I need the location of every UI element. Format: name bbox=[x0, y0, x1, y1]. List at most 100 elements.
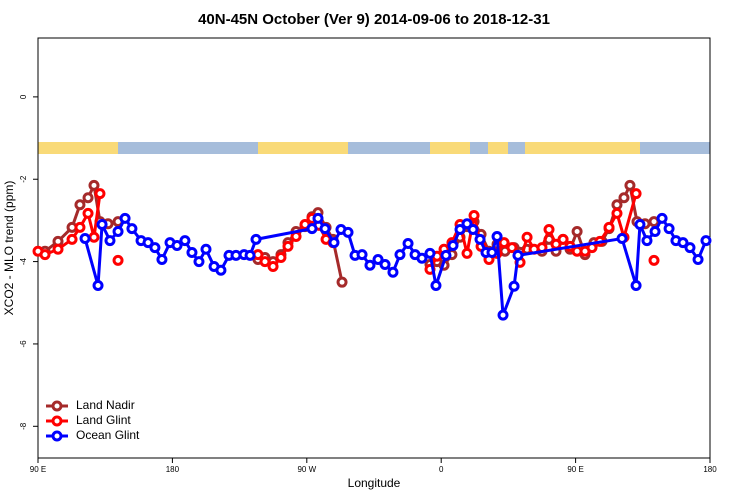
data-point bbox=[39, 249, 51, 261]
data-point bbox=[641, 235, 653, 247]
data-point bbox=[424, 247, 436, 259]
data-point bbox=[126, 223, 138, 235]
data-point bbox=[250, 233, 262, 245]
y-tick-label: -4 bbox=[19, 257, 28, 265]
data-point bbox=[447, 240, 459, 252]
data-point bbox=[186, 247, 198, 259]
data-point bbox=[372, 254, 384, 266]
data-point bbox=[342, 226, 354, 238]
data-point bbox=[336, 276, 348, 288]
data-point bbox=[119, 212, 131, 224]
x-axis-label: Longitude bbox=[348, 476, 401, 490]
data-point bbox=[52, 243, 64, 255]
data-point bbox=[684, 242, 696, 254]
data-point bbox=[616, 233, 628, 245]
data-point bbox=[663, 223, 675, 235]
data-point bbox=[88, 231, 100, 243]
data-point bbox=[215, 264, 227, 276]
data-point bbox=[649, 226, 661, 238]
data-point bbox=[312, 212, 324, 224]
data-point bbox=[356, 249, 368, 261]
data-point bbox=[156, 254, 168, 266]
legend-marker bbox=[51, 400, 63, 412]
data-point bbox=[467, 223, 479, 235]
legend-marker bbox=[51, 415, 63, 427]
data-point bbox=[557, 233, 569, 245]
data-point bbox=[468, 209, 480, 221]
data-point bbox=[571, 226, 583, 238]
data-point bbox=[440, 249, 452, 261]
data-point bbox=[104, 235, 116, 247]
data-point bbox=[387, 266, 399, 278]
data-point bbox=[88, 179, 100, 191]
data-point bbox=[611, 207, 623, 219]
data-point bbox=[486, 247, 498, 259]
data-point bbox=[506, 242, 518, 254]
data-point bbox=[112, 254, 124, 266]
legend-label: Ocean Glint bbox=[76, 428, 140, 442]
data-point bbox=[634, 219, 646, 231]
data-point bbox=[416, 252, 428, 264]
data-point bbox=[259, 256, 271, 268]
data-point bbox=[79, 233, 91, 245]
data-point bbox=[267, 261, 279, 273]
data-point bbox=[461, 247, 473, 259]
data-point bbox=[149, 242, 161, 254]
data-point bbox=[521, 231, 533, 243]
y-tick-label: -8 bbox=[19, 422, 28, 430]
data-point bbox=[282, 240, 294, 252]
map-strip bbox=[38, 142, 710, 154]
data-point bbox=[630, 188, 642, 200]
plot-frame bbox=[37, 37, 711, 459]
data-point bbox=[474, 233, 486, 245]
data-point bbox=[454, 223, 466, 235]
data-point bbox=[430, 279, 442, 291]
data-point bbox=[497, 309, 509, 321]
data-point bbox=[328, 237, 340, 249]
legend-label: Land Nadir bbox=[76, 398, 135, 412]
chart-title: 40N-45N October (Ver 9) 2014-09-06 to 20… bbox=[198, 11, 550, 28]
data-point bbox=[648, 254, 660, 266]
data-point bbox=[364, 259, 376, 271]
data-point bbox=[618, 192, 630, 204]
data-point bbox=[394, 249, 406, 261]
y-axis-label: XCO2 - MLO trend (ppm) bbox=[2, 181, 16, 316]
data-point bbox=[603, 221, 615, 233]
x-tick-label: 180 bbox=[166, 465, 180, 474]
data-point bbox=[491, 230, 503, 242]
y-tick-label: 0 bbox=[19, 94, 28, 99]
data-point bbox=[193, 256, 205, 268]
data-point bbox=[498, 237, 510, 249]
data-point bbox=[74, 199, 86, 211]
data-point bbox=[512, 249, 524, 261]
y-tick-label: -6 bbox=[19, 340, 28, 348]
x-tick-label: 180 bbox=[703, 465, 717, 474]
data-point bbox=[379, 258, 391, 270]
data-point bbox=[92, 279, 104, 291]
x-tick-label: 0 bbox=[439, 465, 444, 474]
data-point bbox=[179, 235, 191, 247]
x-tick-label: 90 E bbox=[567, 465, 583, 474]
data-point bbox=[319, 223, 331, 235]
data-point bbox=[112, 226, 124, 238]
data-point bbox=[244, 249, 256, 261]
data-point bbox=[508, 280, 520, 292]
data-point bbox=[306, 223, 318, 235]
data-point bbox=[543, 223, 555, 235]
data-point bbox=[402, 237, 414, 249]
x-tick-label: 90 E bbox=[30, 465, 46, 474]
data-point bbox=[74, 221, 86, 233]
data-point bbox=[677, 237, 689, 249]
y-tick-label: -2 bbox=[19, 175, 28, 183]
data-point bbox=[66, 233, 78, 245]
data-point bbox=[82, 207, 94, 219]
data-point bbox=[630, 279, 642, 291]
data-point bbox=[82, 192, 94, 204]
data-point bbox=[275, 251, 287, 263]
x-tick-label: 90 W bbox=[297, 465, 316, 474]
data-point bbox=[656, 212, 668, 224]
data-point bbox=[611, 199, 623, 211]
legend-label: Land Glint bbox=[76, 413, 131, 427]
data-point bbox=[700, 235, 712, 247]
